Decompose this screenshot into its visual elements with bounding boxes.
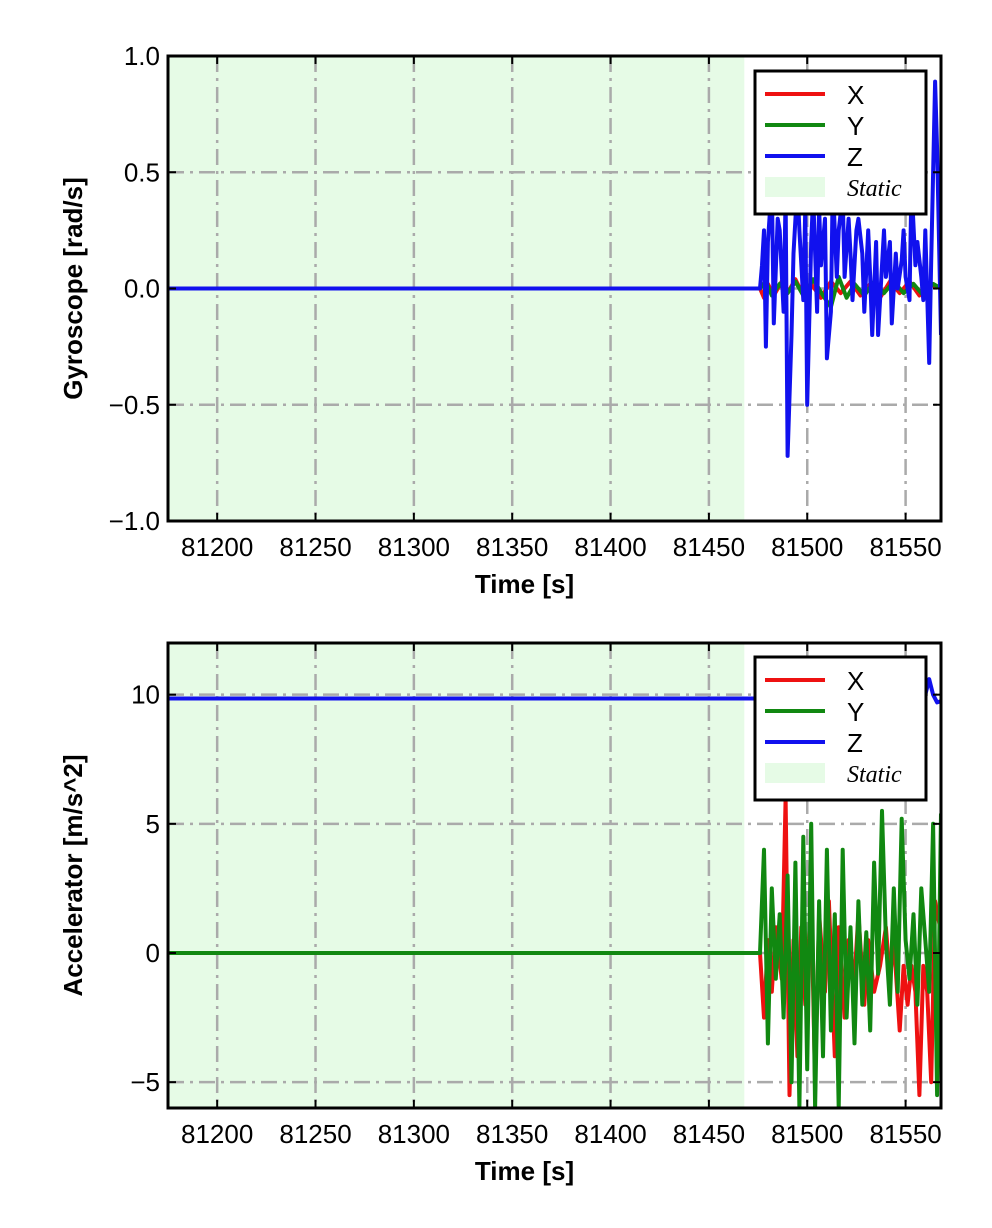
legend-label-z: Z: [847, 142, 863, 172]
legend-swatch-static: [765, 763, 825, 783]
x-tick-label: 81550: [869, 532, 941, 562]
x-tick-label: 81250: [279, 532, 351, 562]
legend: XYZ Static: [753, 655, 928, 802]
x-axis-title: Time [s]: [475, 1156, 574, 1186]
y-axis-title: Gyroscope [rad/s]: [58, 177, 88, 400]
legend-label-static: Static: [847, 762, 902, 788]
x-tick-label: 81350: [476, 1119, 548, 1149]
x-tick-label: 81200: [181, 1119, 253, 1149]
x-tick-label: 81400: [574, 1119, 646, 1149]
legend-label-x: X: [847, 80, 864, 110]
x-tick-label: 81450: [673, 532, 745, 562]
y-tick-label: 5: [146, 809, 160, 839]
legend-label-static: Static: [847, 176, 902, 202]
y-tick-label: 0: [146, 938, 160, 968]
legend-label-z: Z: [847, 728, 863, 758]
x-tick-label: 81200: [181, 532, 253, 562]
static-region: [168, 643, 745, 1108]
y-tick-label: −5: [130, 1067, 160, 1097]
legend-label-y: Y: [847, 697, 864, 727]
x-tick-label: 81400: [574, 532, 646, 562]
y-axis-title: Accelerator [m/s^2]: [58, 754, 88, 996]
accelerometer-panel: 81200 81250 81300 81350 81400 81450 81500 81550…: [58, 641, 943, 1186]
legend-label-x: X: [847, 666, 864, 696]
x-tick-label: 81250: [279, 1119, 351, 1149]
x-tick-label: 81550: [869, 1119, 941, 1149]
axes-frame: [166, 641, 943, 1110]
legend-swatch-static: [765, 177, 825, 197]
y-tick-label: 1.0: [124, 41, 160, 71]
legend-label-y: Y: [847, 111, 864, 141]
gyroscope-panel: 81200 81250 81300 81350 81400 81450 81500 81550…: [58, 41, 943, 599]
y-tick-label: 10: [131, 680, 160, 710]
x-tick-label: 81300: [378, 532, 450, 562]
x-tick-label: 81300: [378, 1119, 450, 1149]
y-tick-label: 0.0: [124, 274, 160, 304]
series-line-y: [168, 808, 941, 1108]
x-tick-label: 81500: [771, 1119, 843, 1149]
y-tick-label: −1.0: [109, 506, 160, 536]
x-tick-label: 81500: [771, 532, 843, 562]
y-tick-label: −0.5: [109, 390, 160, 420]
y-tick-label: 0.5: [124, 157, 160, 187]
legend: XYZ Static: [753, 69, 928, 216]
x-tick-label: 81450: [673, 1119, 745, 1149]
x-axis-title: Time [s]: [475, 569, 574, 599]
x-tick-label: 81350: [476, 532, 548, 562]
